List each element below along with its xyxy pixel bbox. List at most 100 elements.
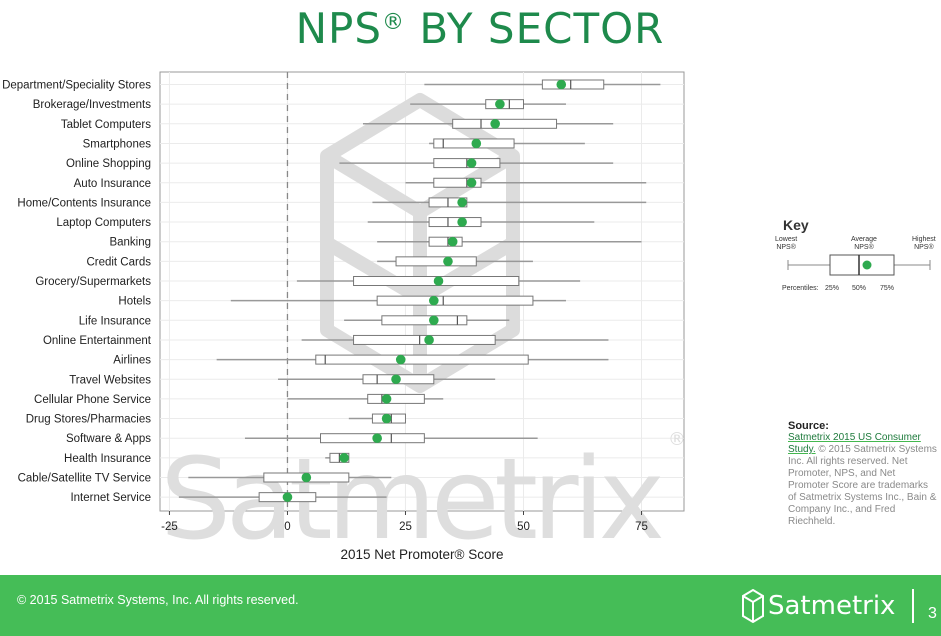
iqr-box (367, 393, 425, 404)
average-dot (301, 472, 312, 483)
average-dot (490, 119, 500, 129)
key-lowest-label: Lowest NPS® (775, 236, 798, 251)
category-label: Online Shopping (66, 158, 151, 170)
average-dot (457, 217, 467, 227)
boxplot-row (325, 452, 350, 463)
iqr-box (395, 256, 477, 267)
footer-copyright: © 2015 Satmetrix Systems, Inc. All right… (17, 593, 299, 607)
average-dot (391, 374, 401, 385)
category-label: Brokerage/Investments (33, 99, 152, 111)
category-label: Smartphones (83, 138, 152, 150)
iqr-box (452, 118, 558, 129)
average-dot (372, 433, 382, 444)
satmetrix-logo-icon (742, 589, 764, 623)
x-tick-label: 25 (399, 521, 412, 533)
footer-divider (912, 589, 914, 623)
category-label: Cable/Satellite TV Service (18, 473, 151, 485)
key-boxplot-sample (787, 254, 931, 276)
iqr-box (428, 217, 482, 228)
category-label: Credit Cards (86, 256, 151, 268)
footer-logo-text: Satmetrix (768, 591, 896, 621)
iqr-box (376, 295, 534, 306)
category-label: Drug Stores/Pharmacies (26, 414, 152, 426)
boxplot-row (178, 492, 387, 503)
boxplot-row (339, 158, 614, 169)
x-axis-label: 2015 Net Promoter® Score (340, 547, 503, 562)
boxplot-row (377, 256, 533, 267)
average-dot (556, 79, 567, 90)
category-label: Auto Insurance (74, 178, 151, 190)
page-number: 3 (928, 605, 937, 622)
footer-bar: © 2015 Satmetrix Systems, Inc. All right… (0, 575, 941, 636)
key-title: Key (783, 217, 809, 233)
boxplot-row (301, 334, 609, 345)
x-tick-label: 0 (284, 521, 290, 533)
key-highest-label: Highest NPS® (912, 236, 936, 251)
category-label: Internet Service (70, 492, 151, 504)
boxplot-row (348, 413, 406, 424)
category-label: Software & Apps (66, 433, 151, 445)
category-label: Life Insurance (79, 315, 151, 327)
watermark-registered: ® (668, 429, 686, 450)
category-label: Laptop Computers (56, 217, 151, 229)
key-p75: 75% (880, 285, 895, 292)
page-title: NPS® BY SECTOR (295, 4, 665, 53)
average-dot (339, 453, 349, 463)
average-dot (495, 99, 505, 109)
source-heading: Source: (788, 420, 829, 432)
boxplot-row (296, 276, 581, 286)
boxplot-row (244, 433, 538, 444)
iqr-box (433, 177, 482, 188)
boxplot-row (216, 354, 609, 365)
source-text: © 2015 Satmetrix Systems Inc. All rights… (788, 444, 937, 527)
x-tick-label: 50 (517, 521, 530, 533)
watermark-text: Satmetrix (160, 435, 665, 565)
average-dot (282, 492, 293, 502)
average-dot (457, 197, 467, 208)
boxplot-row (367, 217, 595, 228)
average-dot (447, 236, 458, 247)
category-label: Travel Websites (69, 374, 151, 386)
key-average-label: Average NPS® (851, 236, 877, 251)
iqr-box (541, 79, 605, 90)
key-p50: 50% (852, 285, 867, 292)
boxplot-row (230, 295, 566, 306)
category-label: Hotels (118, 296, 151, 308)
average-dot (466, 177, 477, 188)
x-tick-label: -25 (161, 521, 178, 533)
average-dot (429, 295, 439, 306)
boxplot-row (405, 177, 647, 188)
category-label: Department/Speciality Stores (2, 80, 151, 92)
category-label: Tablet Computers (61, 119, 151, 131)
boxplot-row (188, 472, 392, 483)
category-label: Airlines (113, 355, 151, 367)
average-dot (381, 413, 392, 424)
average-dot (443, 256, 453, 267)
average-dot (395, 354, 406, 365)
average-dot (466, 158, 477, 168)
key-p25: 25% (825, 285, 840, 292)
average-dot (381, 394, 392, 404)
key-percentiles-label: Percentiles: (782, 285, 819, 292)
boxplot-row (372, 197, 647, 208)
category-label: Health Insurance (64, 453, 151, 465)
category-label: Cellular Phone Service (34, 394, 151, 406)
category-label: Grocery/Supermarkets (35, 276, 151, 288)
nps-boxplot-chart: Satmetrix ® Department/Speciality Stores Br… (2, 71, 686, 565)
key-legend: Key Lowest NPS® Average NPS® Highest NPS® P… (775, 215, 941, 300)
source-link[interactable]: Satmetrix 2015 US Consumer Study. (788, 432, 921, 455)
boxplot-row (344, 315, 510, 326)
boxplot-row (362, 118, 614, 129)
source-note: Source: Satmetrix 2015 US Consumer Study… (788, 420, 938, 528)
iqr-box (315, 354, 529, 365)
boxplot-row (278, 374, 496, 385)
category-label: Online Entertainment (43, 335, 152, 347)
boxplot-row (377, 236, 642, 247)
iqr-box (381, 315, 468, 326)
boxplot-row (429, 138, 585, 149)
average-dot (424, 335, 434, 345)
boxplot-row (287, 393, 444, 404)
boxplot-row (410, 99, 566, 110)
category-label: Home/Contents Insurance (17, 197, 151, 209)
boxplot-row (424, 79, 661, 90)
